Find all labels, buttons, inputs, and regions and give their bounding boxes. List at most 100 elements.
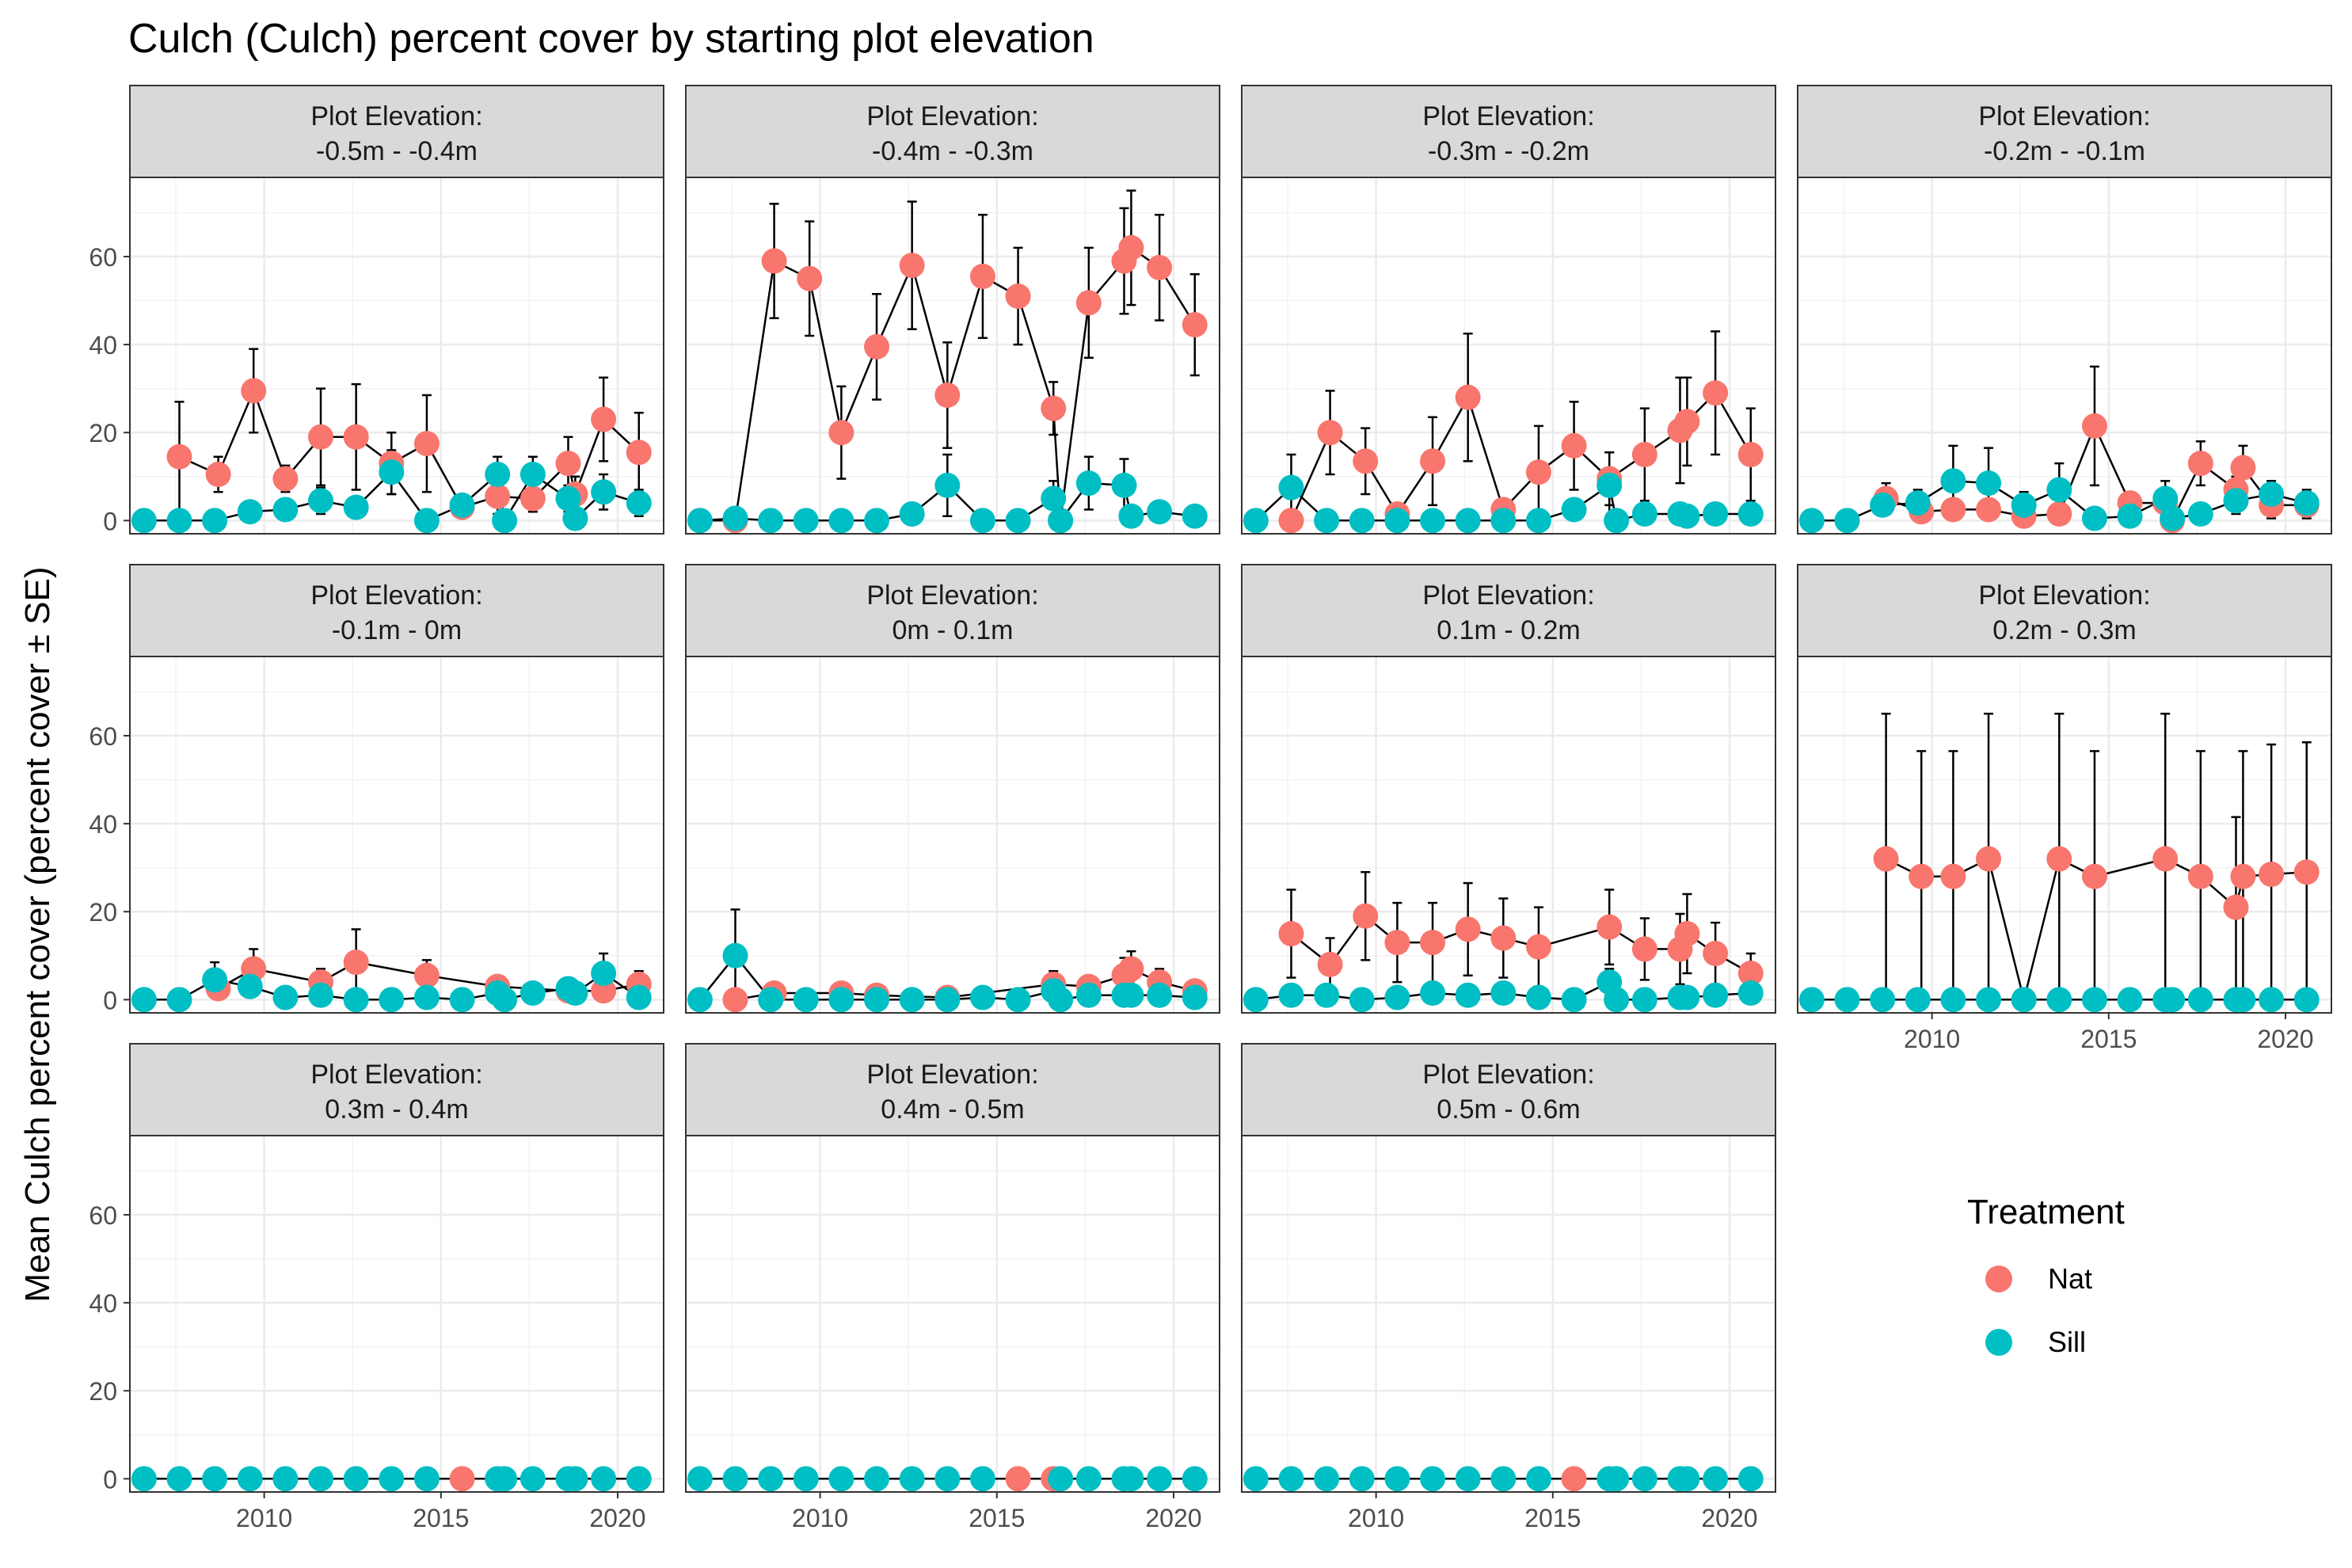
data-point-sill: [2160, 505, 2186, 531]
data-point-sill: [1737, 501, 1764, 527]
data-point-sill: [1420, 508, 1446, 534]
series-line-sill: [1811, 480, 2308, 522]
data-point-nat: [797, 265, 823, 291]
data-point-sill: [793, 1466, 819, 1492]
data-point-sill: [237, 973, 263, 999]
data-point-nat: [1873, 846, 1899, 872]
y-tick-label: 20: [89, 1377, 117, 1406]
x-tick-label: 2015: [969, 1504, 1025, 1532]
data-point-nat: [1525, 934, 1551, 960]
data-point-nat: [1561, 432, 1587, 459]
data-point-sill: [379, 1466, 405, 1492]
facet-strip-prefix: Plot Elevation:: [866, 101, 1038, 131]
data-point-sill: [828, 1466, 854, 1492]
data-point-sill: [899, 1466, 925, 1492]
data-point-sill: [1940, 468, 1966, 494]
facet-strip-prefix: Plot Elevation:: [310, 101, 482, 131]
data-point-sill: [1490, 980, 1517, 1006]
data-point-sill: [1147, 1466, 1173, 1492]
panel-background: [130, 657, 664, 1013]
data-point-sill: [1118, 1466, 1144, 1492]
facet-panel: Plot Elevation: -0.3m - -0.2m: [1241, 85, 1776, 535]
panel-border: [129, 1135, 664, 1493]
data-point-sill: [519, 980, 546, 1006]
data-point-nat: [1976, 846, 2002, 872]
data-point-sill: [722, 942, 748, 969]
data-point-sill: [1111, 472, 1137, 498]
data-point-nat: [2230, 455, 2256, 481]
data-point-sill: [828, 987, 854, 1013]
data-point-nat: [2081, 413, 2107, 439]
data-point-sill: [687, 1466, 713, 1492]
data-point-sill: [202, 508, 228, 534]
facet-strip-label: 0.3m - 0.4m: [325, 1094, 468, 1125]
data-point-nat: [1674, 409, 1700, 435]
panel-border: [1797, 177, 2332, 535]
data-point-nat: [1278, 508, 1304, 534]
data-point-sill: [2081, 505, 2107, 531]
data-point-sill: [1870, 492, 1896, 518]
data-point-nat: [761, 248, 787, 274]
data-point-nat: [241, 378, 267, 404]
facet-panel: Plot Elevation: 0.2m - 0.3m 2010 2015 2020: [1797, 564, 2332, 1053]
data-point-sill: [492, 1466, 518, 1492]
data-point-sill: [969, 1466, 995, 1492]
data-point-sill: [1674, 1466, 1700, 1492]
data-point-sill: [1834, 508, 1860, 534]
legend-label-nat: Nat: [2048, 1262, 2092, 1295]
y-tick-label: 0: [103, 507, 117, 535]
data-point-sill: [934, 987, 961, 1013]
facet-strip: [685, 85, 1220, 178]
facet-strip-label: -0.3m - -0.2m: [1428, 136, 1589, 166]
data-point-sill: [1490, 1466, 1517, 1492]
legend-key-nat: [1985, 1265, 2012, 1292]
data-point-sill: [687, 987, 713, 1013]
data-point-sill: [1631, 987, 1657, 1013]
data-point-nat: [1182, 312, 1208, 338]
facet-panel: Plot Elevation: 0.3m - 0.4m 0 20 40 60 2010 201…: [89, 1043, 664, 1532]
data-point-sill: [202, 967, 228, 993]
data-point-sill: [899, 501, 925, 527]
data-point-sill: [1384, 1466, 1410, 1492]
chart-title: Culch (Culch) percent cover by starting …: [128, 16, 1094, 62]
data-point-sill: [1737, 980, 1764, 1006]
x-tick-label: 2010: [792, 1504, 848, 1532]
data-point-sill: [413, 984, 440, 1010]
x-tick-label: 2015: [413, 1504, 469, 1532]
legend: Treatment Nat Sill: [1967, 1193, 2125, 1358]
data-point-sill: [1604, 1466, 1630, 1492]
data-point-nat: [205, 462, 231, 487]
data-point-sill: [2259, 481, 2285, 507]
data-point-sill: [1455, 508, 1481, 534]
data-point-sill: [2230, 987, 2256, 1013]
data-point-sill: [758, 987, 784, 1013]
data-point-sill: [2152, 485, 2179, 512]
data-point-sill: [1420, 980, 1446, 1006]
data-point-nat: [1737, 442, 1764, 467]
data-point-nat: [1455, 916, 1481, 942]
facet-strip-label: 0.1m - 0.2m: [1437, 615, 1580, 645]
data-point-sill: [722, 1466, 748, 1492]
data-point-sill: [793, 987, 819, 1013]
data-point-sill: [237, 499, 263, 525]
data-point-sill: [1048, 508, 1074, 534]
data-point-sill: [1278, 982, 1304, 1008]
data-point-sill: [413, 508, 440, 534]
data-point-nat: [1420, 930, 1446, 956]
data-point-sill: [687, 508, 713, 534]
x-tick-label: 2010: [236, 1504, 292, 1532]
data-point-nat: [1631, 442, 1657, 467]
data-point-sill: [2046, 477, 2072, 503]
data-point-nat: [272, 466, 299, 492]
facet-panel: Plot Elevation: 0.5m - 0.6m 2010 2015 2020: [1241, 1043, 1776, 1532]
y-tick-label: 40: [89, 331, 117, 360]
panel-border: [1797, 656, 2332, 1014]
data-point-sill: [1976, 987, 2002, 1013]
facet-panels: Plot Elevation:-0.5m - -0.4m0204060Plot …: [89, 85, 2332, 1532]
panel-background: [130, 1136, 664, 1492]
data-point-sill: [308, 1466, 334, 1492]
data-point-nat: [1118, 956, 1144, 982]
x-tick-label: 2015: [1524, 1504, 1581, 1532]
data-point-sill: [1490, 508, 1517, 534]
